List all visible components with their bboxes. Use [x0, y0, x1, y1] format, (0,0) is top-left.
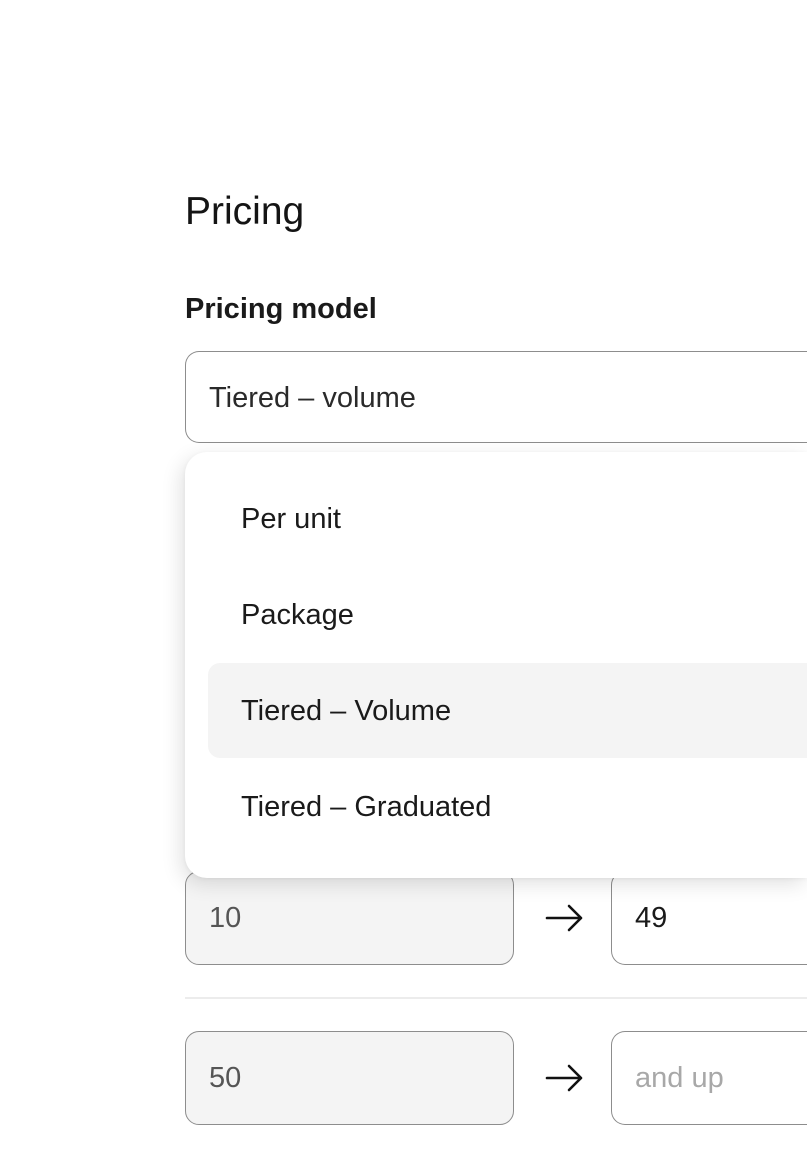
tier-1-from-value: 10 [209, 902, 242, 934]
arrow-right-icon [545, 1064, 583, 1092]
pricing-model-dropdown-menu: Per unit Package Tiered – Volume Tiered … [185, 452, 807, 878]
option-package[interactable]: Package [208, 567, 807, 662]
option-label: Tiered – Graduated [241, 791, 492, 823]
tier-2-from-input[interactable]: 50 [185, 1031, 514, 1125]
option-label: Per unit [241, 503, 341, 535]
tier-2-to-placeholder: and up [635, 1062, 724, 1094]
pricing-model-select[interactable]: Tiered – volume [185, 351, 807, 443]
tier-2-from-value: 50 [209, 1062, 242, 1094]
tier-1-to-value: 49 [635, 902, 668, 934]
pricing-model-label: Pricing model [185, 293, 377, 325]
section-title: Pricing [185, 190, 305, 233]
option-per-unit[interactable]: Per unit [208, 471, 807, 566]
option-tiered-volume[interactable]: Tiered – Volume [208, 663, 807, 758]
tier-1-from-input[interactable]: 10 [185, 871, 514, 965]
tier-divider [185, 997, 807, 999]
arrow-right-icon [545, 904, 583, 932]
option-tiered-graduated[interactable]: Tiered – Graduated [208, 759, 807, 854]
pricing-model-selected-value: Tiered – volume [209, 382, 416, 414]
tier-2-to-input[interactable]: and up [611, 1031, 807, 1125]
tier-1-to-input[interactable]: 49 [611, 871, 807, 965]
option-label: Package [241, 599, 354, 631]
option-label: Tiered – Volume [241, 695, 452, 727]
